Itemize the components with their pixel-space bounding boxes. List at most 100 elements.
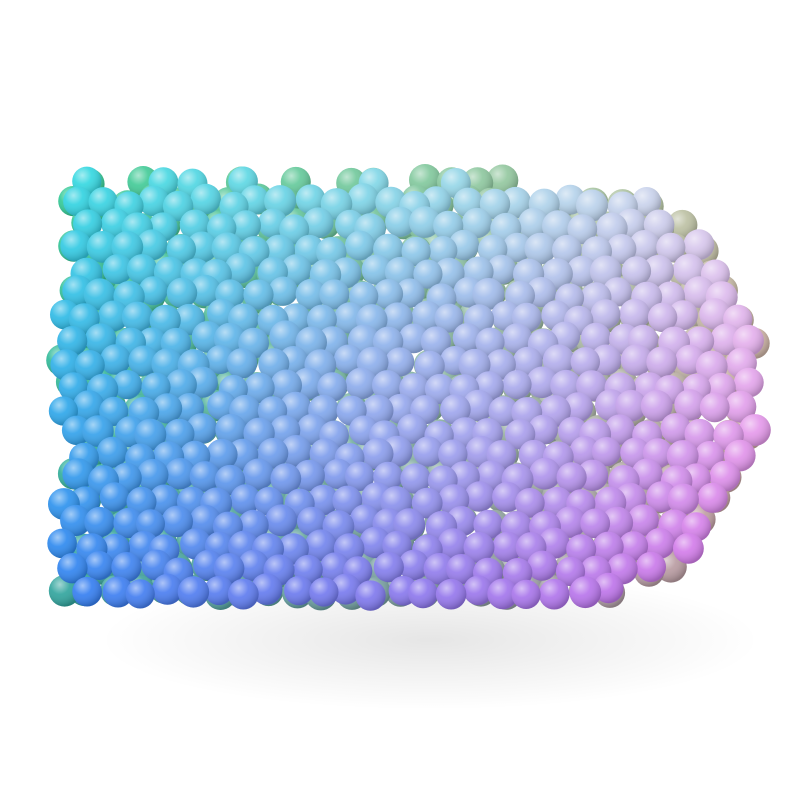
sphere-shading [333, 344, 364, 374]
sphere-shading [632, 187, 662, 216]
sphere-shading [683, 229, 715, 261]
sphere-shading [463, 532, 495, 563]
sphere-shading [501, 323, 533, 354]
sphere-group [46, 164, 771, 611]
sphere-shading [88, 187, 118, 217]
sphere-shading [373, 279, 404, 309]
sphere-shading [413, 259, 443, 289]
sphere-shading [697, 482, 728, 513]
sphere-shading [463, 575, 494, 606]
sphere-shading [385, 347, 415, 377]
sphere-shading [414, 350, 445, 381]
sphere-shading [63, 186, 93, 217]
sphere-shading [400, 463, 431, 494]
sphere-shading [398, 549, 430, 581]
sphere-shading [528, 414, 558, 445]
sphere-shading [479, 188, 511, 220]
sphere-shading [475, 327, 505, 357]
sphere-shading [382, 302, 413, 334]
sphere-shading [113, 507, 144, 539]
sphere-shading [372, 370, 403, 401]
sphere-shading [102, 254, 133, 285]
sphere-shading [84, 506, 115, 538]
sphere-shading [667, 483, 699, 515]
sphere-shading [464, 481, 495, 512]
sphere-shading [395, 278, 425, 308]
sphere-shading [590, 299, 621, 330]
sphere-shading [345, 230, 375, 261]
sphere-shading [206, 438, 238, 471]
sphere-shading [413, 436, 444, 467]
sphere-shading [355, 580, 386, 611]
sphere-shading [224, 252, 256, 284]
sphere-shading [486, 254, 517, 285]
sphere-shading [566, 255, 598, 287]
sphere-shading [102, 576, 134, 608]
sphere-shading [556, 462, 587, 493]
sphere-shading [319, 279, 350, 310]
sphere-shading [398, 323, 429, 354]
sphere-shading [472, 278, 505, 310]
sphere-shading [694, 441, 725, 471]
sphere-shading [332, 485, 363, 516]
sphere-shading [473, 509, 503, 540]
sphere-shading [618, 531, 649, 561]
sphere-shading [72, 390, 105, 422]
sphere-shading [350, 504, 380, 534]
sphere-shading [304, 529, 337, 561]
sphere-shading [74, 350, 105, 381]
sphere-shading [621, 256, 652, 286]
sphere-shading [492, 531, 523, 562]
sphere-shading [619, 298, 651, 330]
sphere-shading [215, 413, 247, 446]
sphere-shading [411, 300, 443, 332]
sphere-shading [446, 554, 477, 585]
sphere-shading [620, 344, 653, 376]
sphere-shading [733, 367, 764, 398]
sphere-shading [461, 207, 492, 239]
sphere-shading [111, 552, 142, 583]
sphere-shading [345, 367, 378, 400]
sphere-shading [615, 389, 647, 422]
sphere-shading [269, 320, 302, 353]
sphere-shading [646, 346, 678, 378]
sphere-shading [47, 528, 77, 559]
sphere-shading [297, 506, 327, 537]
sphere-shading [433, 257, 465, 290]
sphere-shading [99, 482, 130, 512]
sphere-shading [423, 553, 456, 585]
sphere-shading [699, 392, 730, 423]
sphere-shading [673, 533, 704, 564]
sphere-shading [242, 458, 274, 490]
sphere-shading [204, 575, 234, 606]
sphere-shading [57, 553, 88, 584]
sphere-shading [265, 504, 298, 537]
sphere-shading [420, 326, 451, 357]
sphere-shading [538, 578, 570, 610]
sphere-shading [435, 578, 467, 610]
sphere-shading [100, 344, 131, 375]
sphere-shading [98, 300, 129, 332]
sphere-shading [302, 207, 334, 239]
sphere-shading [190, 183, 221, 215]
sphere-shading [237, 549, 270, 582]
sphere-shading [644, 528, 675, 559]
sphere-shading [280, 435, 312, 467]
sphere-shading [189, 274, 221, 307]
sphere-shading [542, 210, 574, 243]
sphere-shading [60, 504, 92, 537]
sphere-shading [570, 347, 600, 377]
sphere-shading [527, 550, 558, 581]
sphere-shading [437, 528, 469, 560]
sphere-shading [514, 488, 545, 518]
sphere-shading [538, 527, 570, 559]
sphere-shading [330, 573, 362, 605]
sphere-shading [96, 436, 128, 468]
sphere-shading [724, 390, 757, 423]
sphere-shading [635, 551, 667, 583]
sphere-shading [359, 526, 391, 559]
sphere-shading [529, 457, 561, 490]
sphere-shading [554, 506, 587, 538]
sphere-shading [151, 573, 183, 605]
